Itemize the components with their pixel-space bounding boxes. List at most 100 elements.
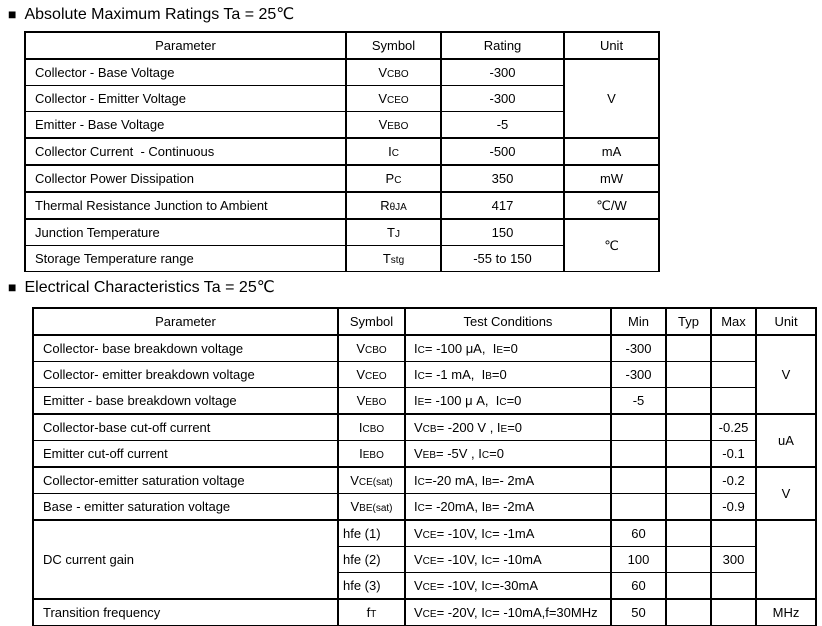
typ-cell	[665, 440, 712, 468]
max-cell: -0.25	[710, 413, 757, 441]
table-row: Junction Temperature TJ 150 ℃	[24, 218, 660, 272]
parameter-cell: DC current gain	[32, 519, 339, 600]
symbol-cell: hfe (1)	[337, 519, 406, 547]
min-cell	[610, 493, 667, 521]
parameter-cell: Junction Temperature	[24, 218, 347, 246]
rating-cell: -5	[440, 111, 565, 139]
table-row: Thermal Resistance Junction to Ambient R…	[24, 191, 660, 220]
absolute-maximum-ratings-table: Parameter Symbol Rating Unit Collector -…	[24, 31, 660, 272]
symbol-cell: VCBO	[337, 334, 406, 362]
column-header-parameter: Parameter	[32, 307, 339, 336]
min-cell: 100	[610, 546, 667, 573]
symbol-cell: Tstg	[345, 245, 442, 272]
table-row: Collector - Emitter Voltage VCEO -300	[24, 85, 659, 112]
min-cell	[610, 440, 667, 468]
test-conditions-cell: VEB= -5V , IC=0	[404, 440, 612, 468]
test-conditions-cell: VCE= -10V, IC= -10mA	[404, 546, 612, 573]
table-row: Storage Temperature range Tstg -55 to 15…	[24, 245, 659, 272]
rating-cell: -300	[440, 58, 565, 86]
parameter-cell: Collector - Base Voltage	[24, 58, 347, 86]
symbol-cell: VCEO	[337, 361, 406, 388]
unit-cell: ℃/W	[563, 191, 660, 220]
max-cell	[710, 572, 757, 600]
table-row: Collector - Base Voltage VCBO -300 V	[24, 58, 660, 139]
rating-cell: -55 to 150	[440, 245, 565, 272]
unit-cell: V	[755, 466, 817, 521]
test-conditions-cell: IC= -20mA, IB= -2mA	[404, 493, 612, 521]
test-conditions-cell: IC=-20 mA, IB=- 2mA	[404, 466, 612, 494]
table-row: Collector- base breakdown voltage VCBO I…	[32, 334, 817, 415]
max-cell	[710, 519, 757, 547]
max-cell	[710, 361, 757, 388]
column-header-parameter: Parameter	[24, 31, 347, 60]
symbol-cell: fT	[337, 598, 406, 626]
parameter-cell: Collector Power Dissipation	[24, 164, 347, 193]
unit-cell: MHz	[755, 598, 817, 626]
parameter-cell: Emitter - base breakdown voltage	[32, 387, 339, 415]
parameter-cell: Emitter cut-off current	[32, 440, 339, 468]
parameter-cell: Collector- base breakdown voltage	[32, 334, 339, 362]
symbol-cell: hfe (2)	[337, 546, 406, 573]
symbol-cell: VCBO	[345, 58, 442, 86]
symbol-cell: IC	[345, 137, 442, 166]
parameter-cell: Collector- emitter breakdown voltage	[32, 361, 339, 388]
min-cell	[610, 466, 667, 494]
symbol-cell: VCEO	[345, 85, 442, 112]
max-cell: 300	[710, 546, 757, 573]
column-header-unit: Unit	[755, 307, 817, 336]
parameter-cell: Collector-emitter saturation voltage	[32, 466, 339, 494]
table-row: Emitter - Base Voltage VEBO -5	[24, 111, 659, 139]
symbol-cell: IEBO	[337, 440, 406, 468]
table-row: Collector Current - Continuous IC -500 m…	[24, 137, 660, 166]
table-row: Transition frequency fT VCE= -20V, IC= -…	[32, 598, 817, 626]
test-conditions-cell: VCE= -10V, IC= -1mA	[404, 519, 612, 547]
test-conditions-cell: VCB= -200 V , IE=0	[404, 413, 612, 441]
symbol-cell: VEBO	[345, 111, 442, 139]
unit-cell	[755, 519, 817, 600]
typ-cell	[665, 361, 712, 388]
max-cell: -0.1	[710, 440, 757, 468]
section-title-text: Electrical Characteristics Ta = 25℃	[24, 279, 275, 296]
column-header-typ: Typ	[665, 307, 712, 336]
symbol-cell: VBE(sat)	[337, 493, 406, 521]
rating-cell: -500	[440, 137, 565, 166]
min-cell: 60	[610, 519, 667, 547]
max-cell: -0.2	[710, 466, 757, 494]
max-cell	[710, 334, 757, 362]
test-conditions-cell: VCE= -10V, IC=-30mA	[404, 572, 612, 600]
max-cell: -0.9	[710, 493, 757, 521]
column-header-rating: Rating	[440, 31, 565, 60]
table-row: Collector-base cut-off current ICBO VCB=…	[32, 413, 817, 468]
column-header-unit: Unit	[563, 31, 660, 60]
typ-cell	[665, 334, 712, 362]
symbol-cell: PC	[345, 164, 442, 193]
test-conditions-cell: VCE= -20V, IC= -10mA,f=30MHz	[404, 598, 612, 626]
typ-cell	[665, 387, 712, 415]
table-row: Collector- emitter breakdown voltage VCE…	[32, 361, 816, 388]
symbol-cell: RθJA	[345, 191, 442, 220]
symbol-cell: ICBO	[337, 413, 406, 441]
min-cell: -300	[610, 334, 667, 362]
rating-cell: -300	[440, 85, 565, 112]
parameter-cell: Transition frequency	[32, 598, 339, 626]
column-header-symbol: Symbol	[337, 307, 406, 336]
min-cell: 50	[610, 598, 667, 626]
test-conditions-cell: IC= -1 mA, IB=0	[404, 361, 612, 388]
table-row: hfe (2) VCE= -10V, IC= -10mA 100 300	[33, 546, 816, 573]
parameter-cell: Base - emitter saturation voltage	[32, 493, 339, 521]
table-row: Emitter - base breakdown voltage VEBO IE…	[32, 387, 816, 415]
unit-cell: V	[755, 334, 817, 415]
unit-cell: V	[563, 58, 660, 139]
symbol-cell: hfe (3)	[337, 572, 406, 600]
typ-cell	[665, 572, 712, 600]
section-title-electrical-characteristics: ■ Electrical Characteristics Ta = 25℃	[8, 277, 275, 297]
section-title-text: Absolute Maximum Ratings Ta = 25℃	[24, 6, 295, 23]
unit-cell: mW	[563, 164, 660, 193]
column-header-test-conditions: Test Conditions	[404, 307, 612, 336]
rating-cell: 417	[440, 191, 565, 220]
column-header-min: Min	[610, 307, 667, 336]
typ-cell	[665, 413, 712, 441]
parameter-cell: Collector - Emitter Voltage	[24, 85, 347, 112]
unit-cell: mA	[563, 137, 660, 166]
parameter-cell: Collector Current - Continuous	[24, 137, 347, 166]
